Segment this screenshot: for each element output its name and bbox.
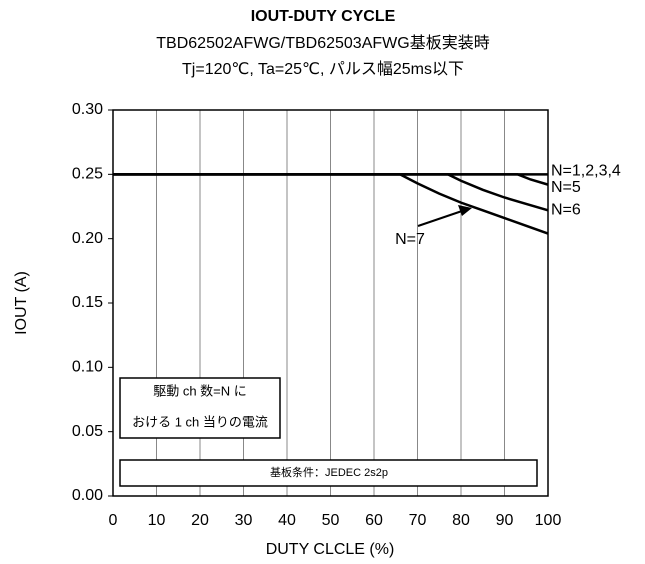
plot-frame bbox=[112, 109, 549, 497]
series-label: N=1,2,3,4 bbox=[551, 163, 621, 180]
x-tick-label: 90 bbox=[496, 512, 514, 529]
note-box bbox=[119, 459, 538, 487]
x-tick-label: 10 bbox=[148, 512, 166, 529]
x-axis-label: DUTY CLCLE (%) bbox=[266, 541, 395, 558]
x-tick-label: 80 bbox=[452, 512, 470, 529]
x-tick-label: 0 bbox=[109, 512, 118, 529]
arrow-head bbox=[458, 205, 472, 216]
x-tick-label: 30 bbox=[235, 512, 253, 529]
series-label: N=7 bbox=[395, 231, 425, 248]
arrow-shaft bbox=[417, 210, 463, 227]
series-line bbox=[113, 173, 549, 235]
y-tick-label: 0.15 bbox=[72, 294, 103, 311]
chart-title: IOUT-DUTY CYCLE bbox=[251, 8, 396, 25]
note-box bbox=[119, 377, 281, 439]
chart-subtitle: Tj=120℃, Ta=25℃, パルス幅25ms以下 bbox=[182, 60, 464, 78]
chart-subtitle: TBD62502AFWG/TBD62503AFWG基板実装時 bbox=[156, 34, 489, 52]
note-text: 基板条件：JEDEC 2s2p bbox=[270, 465, 388, 479]
series-label: N=5 bbox=[551, 179, 581, 196]
x-tick-label: 70 bbox=[409, 512, 427, 529]
y-tick-label: 0.25 bbox=[72, 166, 103, 183]
y-tick-label: 0.05 bbox=[72, 423, 103, 440]
y-tick-label: 0.30 bbox=[72, 101, 103, 118]
note-text: おける 1 ch 当りの電流 bbox=[132, 414, 268, 429]
y-tick-label: 0.00 bbox=[72, 487, 103, 504]
x-tick-label: 40 bbox=[278, 512, 296, 529]
y-tick-label: 0.20 bbox=[72, 230, 103, 247]
x-tick-label: 20 bbox=[191, 512, 209, 529]
series-line bbox=[113, 173, 549, 212]
series-label: N=6 bbox=[551, 202, 581, 219]
x-tick-label: 100 bbox=[535, 512, 562, 529]
x-tick-label: 50 bbox=[322, 512, 340, 529]
x-tick-label: 60 bbox=[365, 512, 383, 529]
y-tick-label: 0.10 bbox=[72, 359, 103, 376]
note-text: 駆動 ch 数=N に bbox=[153, 383, 247, 398]
y-axis-label: IOUT (A) bbox=[13, 271, 30, 335]
